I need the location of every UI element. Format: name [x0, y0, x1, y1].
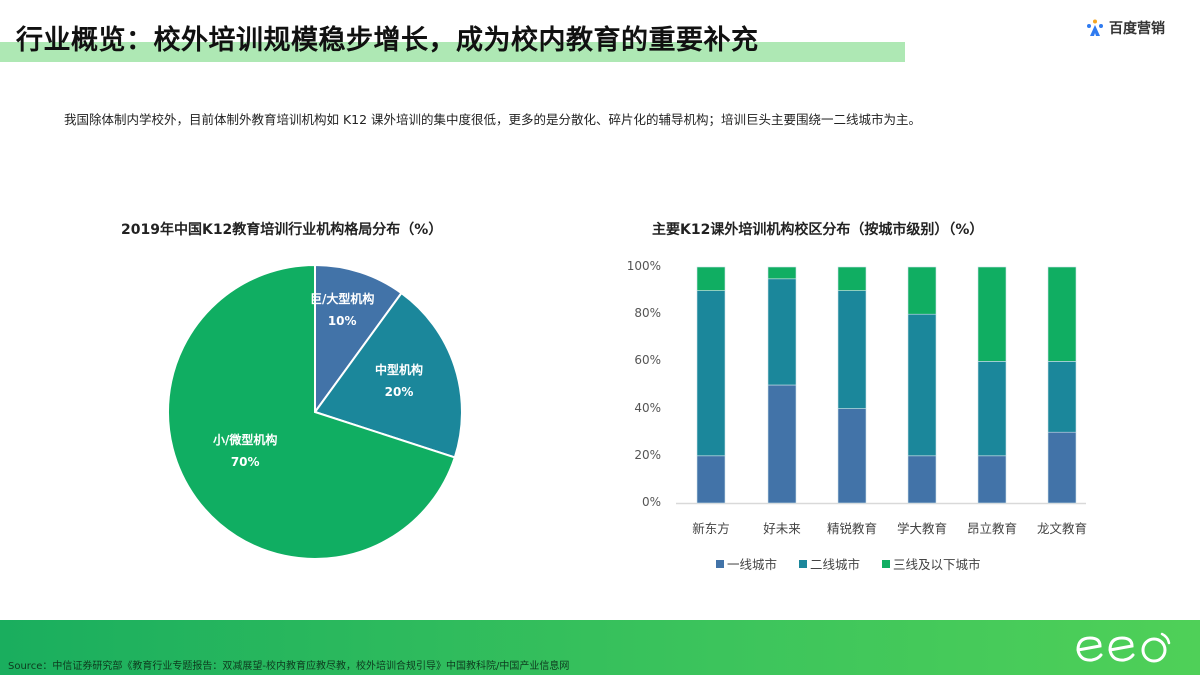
pie-slice-medium — [313, 291, 463, 459]
y-tick: 60% — [634, 353, 661, 367]
bar-segment — [837, 266, 867, 291]
y-tick: 40% — [634, 401, 661, 415]
bar-segment — [977, 455, 1007, 504]
footer-bar: Source：中信证券研究部《教育行业专题报告：双减展望-校内教育应教尽教，校外… — [0, 620, 1200, 675]
legend-swatch — [799, 559, 808, 568]
bar-segment — [767, 384, 797, 504]
eeo-logo-icon — [1076, 632, 1171, 663]
x-tick: 学大教育 — [896, 521, 947, 536]
bar-series-group — [696, 266, 1077, 504]
legend-item-tier1: 一线城市 — [716, 554, 777, 573]
intro-text: 我国除体制内学校外，目前体制外教育培训机构如 K12 课外培训的集中度很低，更多… — [64, 112, 922, 127]
y-tick: 80% — [634, 306, 661, 320]
bar-segment — [696, 266, 726, 291]
bar-segment — [977, 361, 1007, 457]
bar-segment — [1047, 361, 1077, 433]
bar-segment — [696, 455, 726, 504]
legend-item-tier2: 二线城市 — [799, 554, 860, 573]
pie-slice-large — [314, 263, 403, 416]
pie-label-large: 巨/大型机构 10% — [310, 292, 375, 328]
x-tick: 精锐教育 — [826, 521, 877, 536]
bar-segment — [837, 290, 867, 409]
bar-segment — [837, 408, 867, 504]
y-tick: 0% — [641, 495, 661, 509]
x-tick: 好未来 — [763, 521, 801, 536]
bar-segment — [767, 266, 797, 280]
pie-slice-small — [166, 263, 457, 560]
bar-segment — [1047, 431, 1077, 504]
bar-segment — [977, 266, 1007, 362]
bar-chart-title: 主要K12课外培训机构校区分布（按城市级别）（%） — [652, 222, 984, 238]
stacked-bar-chart — [676, 266, 1086, 505]
legend-swatch — [716, 559, 724, 568]
pie-chart — [166, 263, 463, 560]
bar-segment — [1047, 266, 1077, 362]
source-citation: Source：中信证券研究部《教育行业专题报告：双减展望-校内教育应教尽教，校外… — [8, 661, 570, 672]
legend-swatch — [882, 559, 891, 568]
brand-logo: 百度营销 — [1085, 18, 1165, 38]
y-tick: 100% — [626, 259, 661, 273]
bar-segment — [907, 313, 937, 457]
bar-segment — [907, 455, 937, 504]
page-title: 行业概览：校外培训规模稳步增长，成为校内教育的重要补充 — [16, 25, 759, 56]
brand-logo-text: 百度营销 — [1109, 21, 1165, 37]
bar-legend: 一线城市 二线城市 三线及以下城市 — [716, 554, 981, 573]
bar-segment — [696, 290, 726, 457]
title-highlight-band — [0, 42, 905, 62]
x-tick: 新东方 — [692, 521, 730, 536]
y-tick: 20% — [634, 448, 661, 462]
bar-segment — [767, 278, 797, 386]
pie-label-small: 小/微型机构 70% — [213, 433, 278, 469]
bar-segment — [907, 266, 937, 315]
baidu-paw-icon — [1087, 19, 1103, 36]
legend-item-tier3: 三线及以下城市 — [882, 554, 981, 573]
pie-label-medium: 中型机构 20% — [375, 363, 424, 399]
x-tick: 昂立教育 — [966, 521, 1017, 536]
pie-chart-title: 2019年中国K12教育培训行业机构格局分布（%） — [121, 222, 443, 238]
x-tick: 龙文教育 — [1036, 521, 1087, 536]
